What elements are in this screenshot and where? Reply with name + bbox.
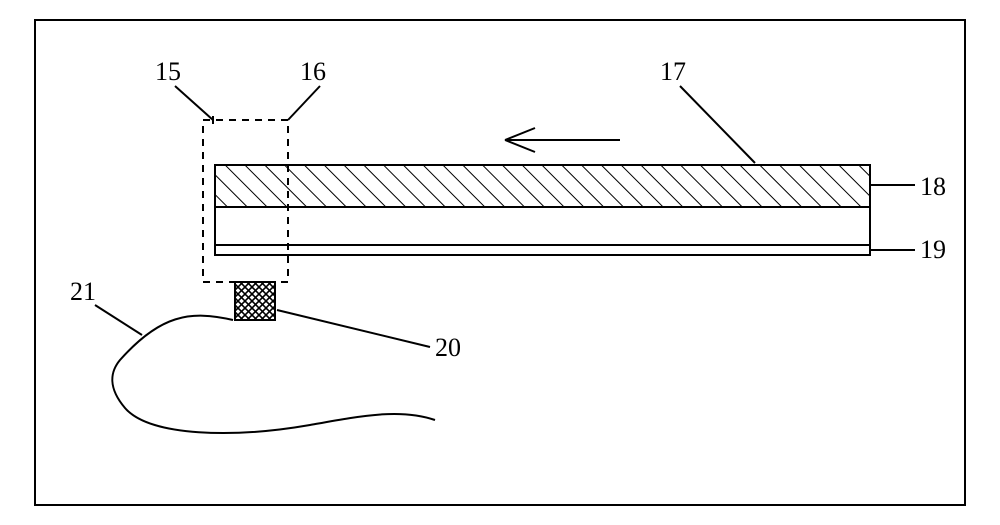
label-l20: 20 bbox=[435, 333, 461, 362]
label-l15: 15 bbox=[155, 57, 181, 86]
middle-layer bbox=[215, 207, 870, 245]
figure-frame bbox=[35, 20, 965, 505]
label-l21: 21 bbox=[70, 277, 96, 306]
label-l18: 18 bbox=[920, 172, 946, 201]
upper-layer bbox=[215, 165, 870, 207]
connector-block bbox=[235, 282, 275, 320]
label-l16: 16 bbox=[300, 57, 326, 86]
label-l17: 17 bbox=[660, 57, 686, 86]
bottom-layer bbox=[215, 245, 870, 255]
label-l19: 19 bbox=[920, 235, 946, 264]
